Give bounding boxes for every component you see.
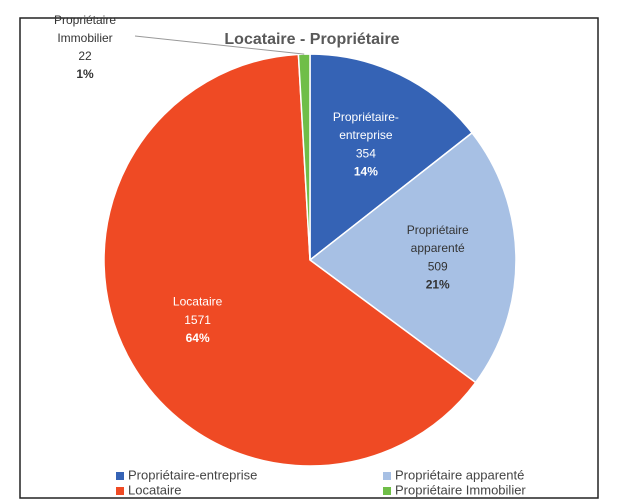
pie-slice xyxy=(309,53,474,262)
legend-swatch xyxy=(116,472,124,480)
slice-label-percent: 1% xyxy=(76,67,94,81)
slice-label-percent: 21% xyxy=(426,277,450,291)
slice-label-percent: 64% xyxy=(186,331,210,345)
slice-label-name: Propriétaire apparenté xyxy=(407,223,469,255)
legend-label: Propriétaire Immobilier xyxy=(395,482,526,497)
slice-label-name: Propriétaire Immobilier xyxy=(54,13,116,45)
pie-slice xyxy=(308,131,517,384)
pie-slice xyxy=(103,53,477,467)
slice-label-percent: 14% xyxy=(354,164,378,178)
legend-swatch xyxy=(383,487,391,495)
legend-label: Propriétaire-entreprise xyxy=(128,467,257,482)
slice-label-value: 1571 xyxy=(184,313,211,327)
legend-swatch xyxy=(383,472,391,480)
slice-label-name: Propriétaire-entreprise xyxy=(333,110,399,142)
leader-line xyxy=(134,35,305,55)
legend-swatch xyxy=(116,487,124,495)
slice-label-value: 354 xyxy=(356,146,376,160)
slice-label-value: 22 xyxy=(78,49,92,63)
slice-label-name: Locataire xyxy=(173,295,223,309)
legend-label: Propriétaire apparenté xyxy=(395,467,524,482)
pie-slice xyxy=(297,53,311,261)
chart-title: Locataire - Propriétaire xyxy=(224,31,399,48)
legend-label: Locataire xyxy=(128,482,181,497)
slice-label-value: 509 xyxy=(428,259,448,273)
